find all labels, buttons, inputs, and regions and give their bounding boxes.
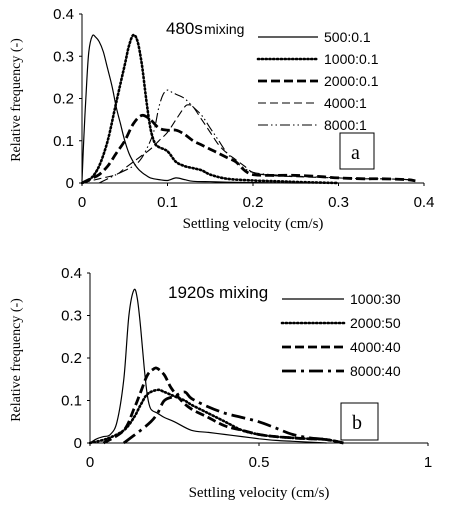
x-tick-label: 0 — [78, 194, 86, 211]
y-tick-label: 0.3 — [53, 48, 74, 65]
panel-label: b — [352, 412, 362, 434]
legend-entry: 2000:50 — [350, 315, 401, 331]
y-tick-label: 0.4 — [61, 265, 82, 282]
y-tick-label: 0.2 — [53, 91, 74, 108]
legend-entry: 1000:30 — [350, 291, 401, 307]
series-line-1000-0-1 — [80, 33, 340, 185]
chart-panel-a: 0 0.1 0.2 0.3 0.4 0 0.1 0.2 0.3 0.4 480s mixing 5… — [9, 6, 434, 232]
y-tick-label: 0.2 — [61, 350, 82, 367]
annotation-main: 480s — [166, 19, 203, 38]
legend-entry: 4000:1 — [324, 95, 367, 111]
x-tick-label: 0.1 — [157, 194, 178, 211]
series-line-2000-0-1 — [81, 113, 416, 185]
y-tick-label: 0.4 — [53, 6, 74, 23]
x-axis-label: Settling velocity (cm/s) — [189, 485, 330, 501]
legend-entry: 8000:40 — [350, 363, 401, 379]
y-tick-label: 0 — [66, 175, 74, 192]
series-line-500-0-1 — [81, 34, 339, 184]
annotation-sub: mixing — [204, 21, 244, 37]
x-tick-label: 0.2 — [243, 194, 264, 211]
legend-entry: 8000:1 — [324, 117, 367, 133]
y-tick-label: 0 — [74, 435, 82, 452]
legend-entry: 2000:0.1 — [324, 73, 379, 89]
annotation: 1920s mixing — [168, 283, 268, 302]
x-tick-label: 0 — [86, 454, 94, 471]
panel-label: a — [351, 142, 360, 164]
y-axis-label: Relative frequency (-) — [9, 298, 24, 422]
x-tick-label: 0.3 — [328, 194, 349, 211]
series-line-8000-40 — [122, 390, 344, 445]
x-axis-label: Settling velocity (cm/s) — [183, 216, 324, 232]
legend: 500:0.1 1000:0.1 2000:0.1 4000:1 8000:1 — [256, 29, 379, 133]
series-line-4000-1 — [81, 104, 416, 184]
y-axis-label: Relative frequency (-) — [9, 38, 24, 162]
x-tick-label: 1 — [424, 454, 432, 471]
series-line-4000-40 — [102, 366, 344, 445]
x-tick-label: 0.4 — [414, 194, 435, 211]
legend-entry: 500:0.1 — [324, 29, 371, 45]
panel-label-box — [340, 402, 379, 441]
legend-entry: 1000:0.1 — [324, 51, 379, 67]
y-tick-label: 0.3 — [61, 308, 82, 325]
legend-entry: 4000:40 — [350, 339, 401, 355]
legend: 1000:30 2000:50 4000:40 8000:40 — [280, 291, 401, 379]
panel-label-box — [339, 132, 375, 170]
x-tick-label: 0.5 — [249, 454, 270, 471]
chart-panel-b: 0 0.1 0.2 0.3 0.4 0 0.5 1 1920s mixing 1000:30 2… — [9, 265, 432, 501]
series-line-2000-50 — [88, 388, 345, 445]
series-line-1000-30 — [89, 288, 327, 444]
y-tick-label: 0.1 — [53, 133, 74, 150]
series-line-8000-1 — [98, 89, 416, 184]
y-tick-label: 0.1 — [61, 393, 82, 410]
